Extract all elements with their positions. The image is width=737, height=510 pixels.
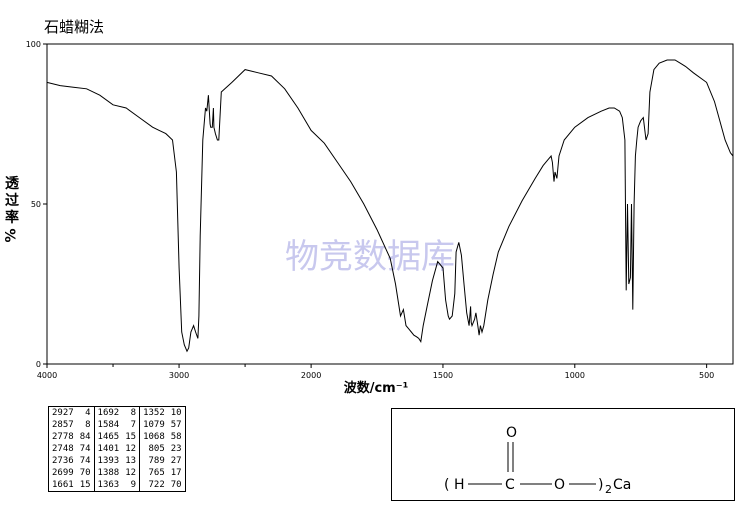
peak-transmittance-cell: 27 — [170, 456, 182, 466]
peak-table-row: 2927 4 1692 8 1352 10 — [49, 406, 186, 419]
peak-wavenumber-cell: 2857 — [52, 420, 74, 430]
peak-transmittance-cell: 74 — [79, 456, 91, 466]
peak-wavenumber-cell: 2699 — [52, 468, 74, 478]
peak-wavenumber-cell: 1388 — [93, 467, 123, 479]
tick-layer: 4000 3000 2000 1500 1000 500 0 50 100 — [26, 40, 715, 380]
peak-table-row: 2778 84 1465 15 1068 58 — [49, 431, 186, 443]
peak-wavenumber-cell: 2778 — [52, 432, 74, 442]
peak-table-row: 2748 74 1401 12 805 23 — [49, 443, 186, 455]
structure-atom-c: C — [505, 477, 515, 493]
peak-transmittance-cell: 9 — [130, 480, 137, 490]
structure-atom-o-top: O — [506, 425, 517, 441]
peak-transmittance-cell: 17 — [170, 468, 182, 478]
peak-transmittance-cell: 12 — [125, 444, 137, 454]
peak-transmittance-cell: 70 — [79, 468, 91, 478]
peak-wavenumber-cell: 1401 — [93, 443, 123, 455]
peak-transmittance-cell: 10 — [170, 408, 182, 418]
y-tick-label: 0 — [36, 360, 41, 369]
peak-transmittance-cell: 15 — [79, 480, 91, 490]
structure-box: ( H C O O ) 2 Ca — [391, 408, 735, 501]
x-tick-label: 1500 — [433, 371, 453, 380]
peak-wavenumber-cell: 1352 — [139, 406, 168, 419]
peak-transmittance-cell: 7 — [130, 420, 137, 430]
y-axis-label-text: 透过率 — [5, 176, 19, 226]
x-tick-label: 4000 — [37, 371, 57, 380]
peak-transmittance-cell: 4 — [85, 408, 91, 418]
watermark: 物竞数据库 — [285, 237, 455, 277]
structure-subscript: 2 — [605, 483, 612, 496]
peak-wavenumber-cell: 805 — [139, 443, 168, 455]
plot-frame — [46, 43, 734, 365]
structure-atom-h: H — [454, 477, 465, 493]
x-tick-label: 1000 — [565, 371, 585, 380]
spectrum-line — [46, 59, 734, 353]
chart-title: 石蜡糊法 — [44, 18, 105, 36]
peak-wavenumber-cell: 2927 — [52, 408, 74, 418]
structure-metal: Ca — [613, 477, 631, 493]
peak-wavenumber-cell: 722 — [139, 479, 168, 492]
y-tick-label: 50 — [31, 200, 41, 209]
peak-transmittance-cell: 84 — [79, 432, 91, 442]
peak-transmittance-cell: 8 — [85, 420, 91, 430]
x-tick-label: 500 — [699, 371, 714, 380]
peak-wavenumber-cell: 1393 — [93, 455, 123, 467]
peak-transmittance-cell: 13 — [125, 456, 137, 466]
peak-wavenumber-cell: 1079 — [139, 419, 168, 431]
peak-transmittance-cell: 15 — [125, 432, 137, 442]
peak-table-row: 2699 70 1388 12 765 17 — [49, 467, 186, 479]
peak-transmittance-cell: 58 — [170, 432, 182, 442]
y-tick-label: 100 — [26, 40, 41, 49]
x-axis-label: 波数/cm⁻¹ — [344, 380, 409, 396]
peak-table-row: 1661 15 1363 9 722 70 — [49, 479, 186, 492]
peak-transmittance-cell: 57 — [170, 420, 182, 430]
peak-wavenumber-cell: 1363 — [93, 479, 123, 492]
peak-table: 2927 4 1692 8 1352 10 2857 8 1584 7 1079 57 2778 84 14… — [48, 406, 186, 492]
peak-transmittance-cell: 70 — [170, 480, 182, 490]
peak-wavenumber-cell: 789 — [139, 455, 168, 467]
peak-table-row: 2736 74 1393 13 789 27 — [49, 455, 186, 467]
ir-spectrum-chart: 4000 3000 2000 1500 1000 500 0 50 100 物竞数据库 波数/c… — [26, 40, 734, 396]
peak-wavenumber-cell: 2748 — [52, 444, 74, 454]
peak-wavenumber-cell: 1661 — [52, 480, 74, 490]
structure-atom-o-right: O — [554, 477, 565, 493]
x-tick-label: 3000 — [169, 371, 189, 380]
peak-transmittance-cell: 74 — [79, 444, 91, 454]
peak-wavenumber-cell: 1584 — [93, 419, 123, 431]
peak-wavenumber-cell: 1692 — [93, 406, 123, 419]
peak-transmittance-cell: 8 — [130, 408, 137, 418]
peak-transmittance-cell: 12 — [125, 468, 137, 478]
calcium-formate-structure: ( H C O O ) 2 Ca — [444, 425, 631, 496]
peak-wavenumber-cell: 765 — [139, 467, 168, 479]
y-axis-label: 透过率 % — [2, 176, 22, 244]
structure-paren-close: ) — [598, 477, 603, 493]
peak-table-row: 2857 8 1584 7 1079 57 — [49, 419, 186, 431]
structure-paren-open: ( — [444, 477, 449, 493]
peak-wavenumber-cell: 1068 — [139, 431, 168, 443]
peak-transmittance-cell: 23 — [170, 444, 182, 454]
peak-wavenumber-cell: 2736 — [52, 456, 74, 466]
x-tick-label: 2000 — [301, 371, 321, 380]
peak-wavenumber-cell: 1465 — [93, 431, 123, 443]
